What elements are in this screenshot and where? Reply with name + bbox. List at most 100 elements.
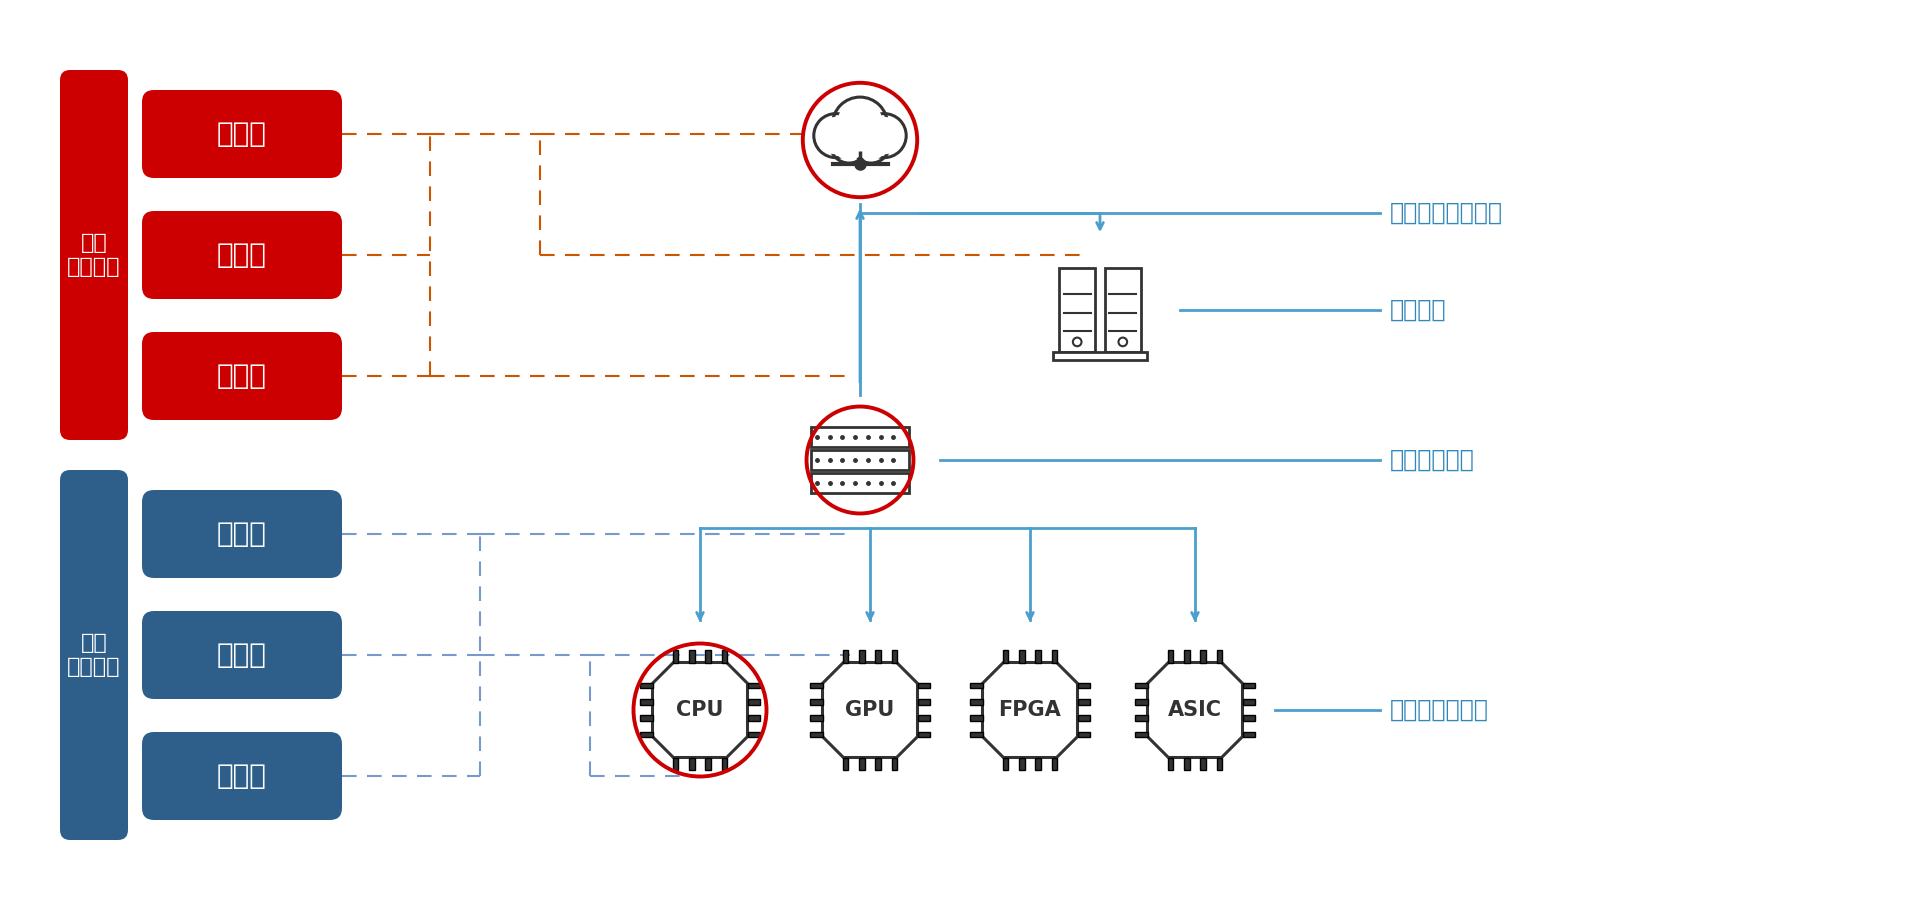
- FancyBboxPatch shape: [876, 650, 881, 662]
- FancyBboxPatch shape: [142, 90, 342, 178]
- FancyBboxPatch shape: [747, 683, 760, 688]
- FancyBboxPatch shape: [1135, 683, 1148, 688]
- FancyBboxPatch shape: [747, 732, 760, 737]
- FancyBboxPatch shape: [810, 716, 822, 721]
- FancyBboxPatch shape: [1135, 699, 1148, 705]
- Circle shape: [833, 129, 864, 160]
- Polygon shape: [822, 662, 918, 758]
- FancyBboxPatch shape: [810, 683, 822, 688]
- FancyBboxPatch shape: [1077, 732, 1091, 737]
- Text: ASIC: ASIC: [1167, 700, 1221, 720]
- FancyBboxPatch shape: [1185, 650, 1190, 662]
- FancyBboxPatch shape: [970, 716, 983, 721]
- FancyBboxPatch shape: [1242, 699, 1256, 705]
- Circle shape: [852, 126, 889, 163]
- FancyBboxPatch shape: [1002, 650, 1008, 662]
- Circle shape: [837, 101, 883, 148]
- FancyBboxPatch shape: [843, 650, 849, 662]
- FancyBboxPatch shape: [639, 699, 653, 705]
- FancyBboxPatch shape: [1035, 650, 1041, 662]
- Text: 加　工: 加 工: [217, 641, 267, 669]
- FancyBboxPatch shape: [918, 732, 929, 737]
- FancyBboxPatch shape: [918, 716, 929, 721]
- Text: 収　集: 収 集: [217, 120, 267, 148]
- FancyBboxPatch shape: [142, 211, 342, 299]
- FancyBboxPatch shape: [60, 470, 129, 840]
- Text: エッジサーバ: エッジサーバ: [1390, 448, 1475, 472]
- Circle shape: [862, 113, 906, 158]
- FancyBboxPatch shape: [1135, 732, 1148, 737]
- FancyBboxPatch shape: [639, 732, 653, 737]
- Polygon shape: [653, 662, 747, 758]
- FancyBboxPatch shape: [970, 732, 983, 737]
- FancyBboxPatch shape: [1035, 758, 1041, 770]
- Circle shape: [854, 129, 887, 160]
- FancyBboxPatch shape: [674, 758, 678, 770]
- FancyBboxPatch shape: [1200, 758, 1206, 770]
- FancyBboxPatch shape: [1052, 758, 1056, 770]
- FancyBboxPatch shape: [1052, 650, 1056, 662]
- Text: FPGA: FPGA: [998, 700, 1062, 720]
- Circle shape: [833, 97, 887, 152]
- FancyBboxPatch shape: [639, 716, 653, 721]
- Text: CPU: CPU: [676, 700, 724, 720]
- Text: 実　施: 実 施: [217, 762, 267, 790]
- Text: GPU: GPU: [845, 700, 895, 720]
- FancyBboxPatch shape: [1217, 650, 1221, 662]
- FancyBboxPatch shape: [747, 716, 760, 721]
- FancyBboxPatch shape: [142, 490, 342, 578]
- Polygon shape: [1148, 662, 1242, 758]
- FancyBboxPatch shape: [142, 332, 342, 420]
- FancyBboxPatch shape: [1077, 699, 1091, 705]
- FancyBboxPatch shape: [810, 732, 822, 737]
- Text: 学習
プロセス: 学習 プロセス: [67, 233, 121, 276]
- Text: オンプレ: オンプレ: [1390, 298, 1446, 322]
- FancyBboxPatch shape: [1135, 716, 1148, 721]
- Text: クラウドサービス: クラウドサービス: [1390, 201, 1503, 225]
- FancyBboxPatch shape: [970, 699, 983, 705]
- FancyBboxPatch shape: [1242, 716, 1256, 721]
- FancyBboxPatch shape: [860, 758, 864, 770]
- FancyBboxPatch shape: [891, 650, 897, 662]
- FancyBboxPatch shape: [1077, 683, 1091, 688]
- FancyBboxPatch shape: [747, 699, 760, 705]
- FancyBboxPatch shape: [1054, 352, 1146, 360]
- FancyBboxPatch shape: [1060, 268, 1094, 352]
- FancyBboxPatch shape: [918, 699, 929, 705]
- FancyBboxPatch shape: [1020, 650, 1025, 662]
- FancyBboxPatch shape: [142, 732, 342, 820]
- FancyBboxPatch shape: [1077, 716, 1091, 721]
- Polygon shape: [983, 662, 1077, 758]
- FancyBboxPatch shape: [1200, 650, 1206, 662]
- FancyBboxPatch shape: [891, 758, 897, 770]
- FancyBboxPatch shape: [810, 428, 908, 446]
- FancyBboxPatch shape: [1185, 758, 1190, 770]
- FancyBboxPatch shape: [142, 611, 342, 699]
- FancyBboxPatch shape: [1242, 683, 1256, 688]
- FancyBboxPatch shape: [810, 699, 822, 705]
- FancyBboxPatch shape: [1104, 268, 1140, 352]
- FancyBboxPatch shape: [722, 758, 728, 770]
- Circle shape: [829, 126, 868, 163]
- Text: 実　施: 実 施: [217, 362, 267, 390]
- Text: 収　集: 収 集: [217, 520, 267, 548]
- FancyBboxPatch shape: [918, 683, 929, 688]
- FancyBboxPatch shape: [1020, 758, 1025, 770]
- Text: エンドデバイス: エンドデバイス: [1390, 698, 1488, 722]
- FancyBboxPatch shape: [722, 650, 728, 662]
- FancyBboxPatch shape: [674, 650, 678, 662]
- Text: 推論
プロセス: 推論 プロセス: [67, 634, 121, 677]
- Text: 加　工: 加 工: [217, 241, 267, 269]
- FancyBboxPatch shape: [1217, 758, 1221, 770]
- FancyBboxPatch shape: [1242, 732, 1256, 737]
- Circle shape: [866, 117, 902, 154]
- FancyBboxPatch shape: [860, 650, 864, 662]
- FancyBboxPatch shape: [705, 650, 710, 662]
- FancyBboxPatch shape: [810, 450, 908, 470]
- FancyBboxPatch shape: [1167, 650, 1173, 662]
- FancyBboxPatch shape: [1002, 758, 1008, 770]
- FancyBboxPatch shape: [705, 758, 710, 770]
- FancyBboxPatch shape: [639, 683, 653, 688]
- FancyBboxPatch shape: [876, 758, 881, 770]
- FancyBboxPatch shape: [843, 758, 849, 770]
